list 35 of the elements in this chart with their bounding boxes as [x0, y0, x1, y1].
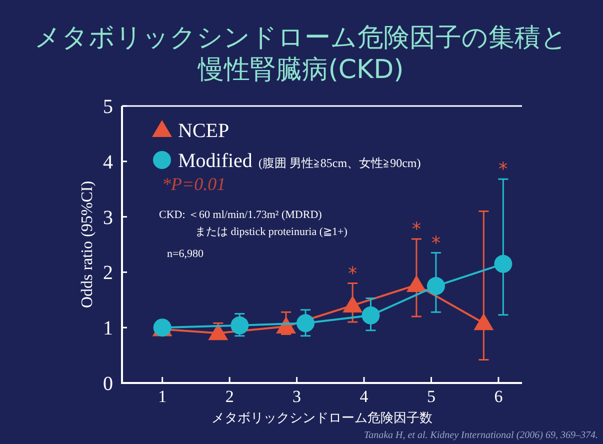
point: [362, 306, 380, 324]
y-axis-title: Odds ratio (95%CI): [79, 180, 96, 308]
point: [406, 274, 426, 292]
annotation: *: [412, 218, 421, 240]
point: [474, 313, 494, 330]
y-tick-label: 5: [103, 96, 113, 118]
annotation: *: [348, 263, 358, 284]
point: [426, 277, 445, 296]
point: [208, 323, 228, 340]
x-tick-label: 5: [426, 387, 436, 406]
y-tick-label: 1: [103, 318, 113, 340]
x-tick-label: 6: [494, 387, 503, 406]
annotation: *: [498, 159, 508, 180]
y-tick-label: 3: [103, 206, 113, 229]
annotation: または dipstick proteinuria (≧1+): [195, 226, 348, 238]
x-tick-label: 4: [360, 387, 369, 406]
y-tick-label: 4: [103, 151, 113, 174]
annotation: n=6,980: [167, 248, 204, 260]
x-tick-label: 1: [158, 387, 167, 406]
point: [296, 314, 315, 332]
x-tick-label: 2: [225, 387, 234, 406]
x-tick-label: 3: [292, 387, 302, 406]
point: [230, 316, 249, 334]
y-tick-label: 0: [103, 373, 113, 395]
annotation: CKD: ＜60 ml/min/1.73m² (MDRD): [159, 209, 322, 221]
legend-label: NCEP: [178, 120, 230, 142]
x-axis-title: メタボリックシンドローム危険因子数: [212, 411, 432, 426]
annotation: *P=0.01: [162, 174, 226, 194]
annotation: *: [431, 232, 440, 254]
point: [494, 254, 512, 273]
chart-title: メタボリックシンドローム危険因子の集積と慢性腎臓病(CKD): [34, 23, 568, 85]
y-tick-label: 2: [103, 262, 113, 284]
point: [342, 295, 363, 312]
legend-label: Modified (腹囲 男性≧85cm、女性≧90cm): [178, 150, 421, 172]
text: Tanaka H, et al. Kidney International (2006) 69, 369–374.: [364, 430, 598, 441]
